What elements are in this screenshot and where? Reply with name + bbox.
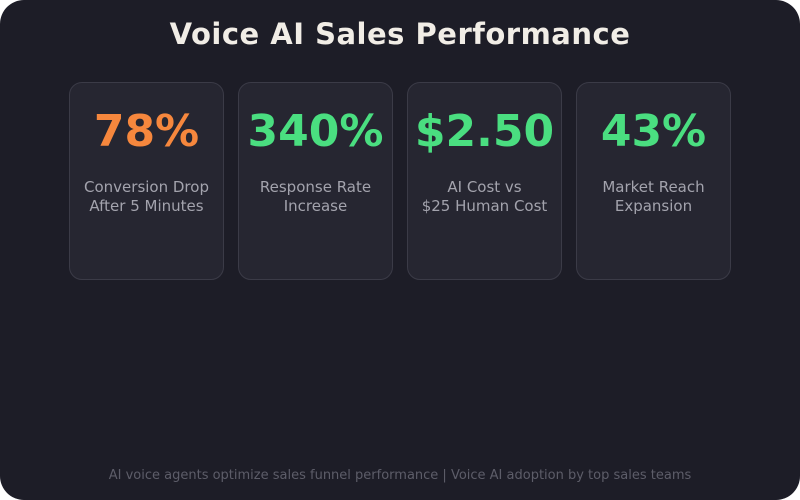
stat-card-market-reach: 43% Market Reach Expansion (576, 82, 731, 280)
stat-label: Conversion Drop After 5 Minutes (84, 177, 209, 216)
stat-value: 78% (93, 106, 200, 157)
footer-caption: AI voice agents optimize sales funnel pe… (108, 468, 692, 483)
stat-value: 340% (247, 106, 384, 157)
stat-cards-row: 78% Conversion Drop After 5 Minutes 340%… (0, 82, 800, 280)
stat-card-response-rate: 340% Response Rate Increase (238, 82, 393, 280)
stat-label: Response Rate Increase (259, 177, 372, 216)
stat-card-conversion-drop: 78% Conversion Drop After 5 Minutes (69, 82, 224, 280)
stat-value: $2.50 (414, 106, 555, 157)
page-title: Voice AI Sales Performance (169, 17, 631, 51)
stat-card-ai-cost: $2.50 AI Cost vs $25 Human Cost (407, 82, 562, 280)
stat-label: Market Reach Expansion (602, 177, 705, 216)
stat-value: 43% (600, 106, 707, 157)
stat-label: AI Cost vs $25 Human Cost (421, 177, 548, 216)
